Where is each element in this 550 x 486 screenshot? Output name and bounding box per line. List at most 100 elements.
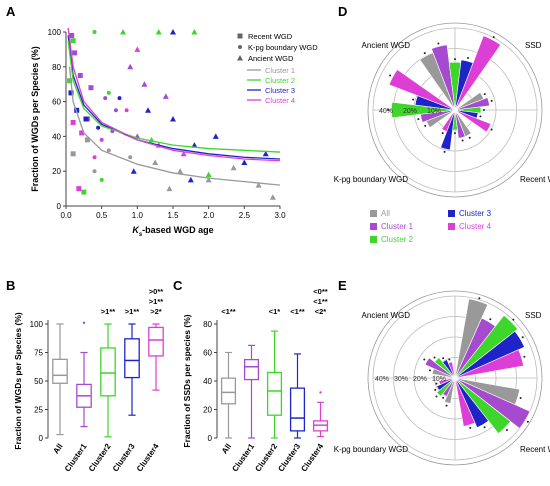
significance-label: <0**: [313, 287, 327, 296]
legend-marker-label: K-pg boundary WGD: [248, 43, 318, 52]
polar-wedge: [442, 359, 456, 379]
error-dot: [417, 118, 420, 121]
polar-wedge: [436, 377, 456, 397]
outer-ring: [367, 22, 543, 198]
legend-marker-label: Recent WGD: [248, 32, 293, 41]
y-tick-label: 20: [203, 406, 212, 415]
legend-label: Cluster 1: [381, 222, 414, 231]
error-dot: [469, 426, 472, 429]
scatter-point: [166, 185, 173, 192]
category-label: Cluster4: [135, 442, 161, 474]
category-label: Cluster4: [299, 442, 325, 474]
ring-label: 20%: [413, 376, 427, 383]
polar-wedge: [454, 377, 512, 435]
legend-label: All: [381, 209, 390, 218]
scatter-point: [212, 133, 219, 139]
scatter-point: [141, 81, 148, 87]
x-tick-label: 1.5: [167, 211, 179, 220]
legend-d-e: All Cluster 3 Cluster 1 Cluster 4 Cluster 2: [370, 209, 492, 244]
scatter-point: [106, 148, 111, 153]
polar-wedge: [454, 377, 489, 429]
box: [220, 377, 237, 405]
scatter-point: [262, 150, 269, 157]
error-dot: [424, 124, 427, 127]
legend-line-label: Cluster 3: [265, 86, 295, 95]
sector-label: Recent WGD: [520, 175, 550, 184]
polar-wedge: [431, 44, 456, 111]
legend-marker: [237, 55, 243, 61]
polar-wedge: [454, 349, 524, 379]
scatter-point: [92, 169, 97, 174]
y-tick-label: 100: [48, 28, 62, 37]
scatter-point: [187, 176, 194, 183]
scatter-point: [205, 176, 212, 183]
scatter-point: [120, 29, 127, 35]
scatter-point: [127, 63, 134, 70]
error-dot: [423, 52, 426, 55]
legend-marker: [238, 45, 242, 49]
scatter-point: [69, 32, 75, 38]
scatter-point: [68, 90, 74, 96]
error-dot: [437, 42, 440, 45]
error-dot: [435, 382, 438, 385]
error-dot: [387, 109, 390, 111]
polar-wedge: [454, 330, 525, 379]
legend-line-label: Cluster 4: [265, 96, 295, 105]
error-dot: [490, 128, 493, 131]
scatter-point: [81, 189, 87, 195]
scatter-point: [99, 137, 104, 142]
error-dot: [389, 74, 392, 77]
error-dot: [442, 396, 445, 399]
significance-label: <1**: [221, 307, 235, 316]
polar-wedge: [438, 377, 456, 386]
error-dot: [468, 136, 471, 139]
significance-label: >1**: [149, 297, 163, 306]
category-label: All: [220, 442, 233, 456]
scatter-point: [70, 119, 76, 125]
scatter-point: [230, 164, 237, 171]
error-dot: [434, 388, 437, 391]
scatter-point: [128, 155, 133, 160]
scatter-point: [191, 29, 198, 35]
scatter-point: [88, 85, 94, 91]
scatter-point: [130, 168, 137, 174]
polar-wedge: [454, 377, 476, 427]
error-dot: [435, 395, 438, 398]
legend-swatch: [448, 210, 455, 217]
ring-label: 20%: [403, 108, 417, 115]
polar-wedge: [454, 314, 519, 379]
polar-wedge: [454, 298, 489, 379]
ring-label: 30%: [394, 376, 408, 383]
box: [243, 358, 260, 381]
polar-wedge: [447, 361, 456, 379]
scatter-point: [96, 125, 101, 130]
x-tick-label: 3.0: [274, 211, 286, 220]
significance-label: <1**: [313, 297, 327, 306]
y-tick-label: 100: [30, 320, 44, 329]
scatter-point: [70, 38, 76, 44]
y-tick-label: 75: [34, 349, 43, 358]
box: [266, 371, 283, 416]
legend-label: Cluster 2: [381, 235, 414, 244]
fit-curve: [67, 27, 281, 162]
outer-ring: [367, 290, 543, 466]
error-dot: [454, 132, 456, 135]
y-tick-label: 60: [203, 349, 212, 358]
y-axis-label: Fraction of WGDs per Species (%): [30, 46, 40, 192]
legend-label: Cluster 4: [459, 222, 492, 231]
error-dot: [523, 355, 526, 358]
y-axis-label: Fraction of WGDs per Species (%): [13, 312, 23, 450]
y-tick-label: 50: [34, 377, 43, 386]
x-tick-label: 0.0: [60, 211, 72, 220]
sector-label: K-pg boundary WGD: [334, 445, 408, 454]
ring-label: 40%: [379, 108, 393, 115]
error-dot: [423, 358, 426, 361]
error-dot: [445, 404, 448, 407]
polar-wedge: [388, 69, 456, 111]
scatter-point: [113, 108, 118, 113]
error-dot: [461, 139, 464, 142]
error-dot: [519, 397, 522, 400]
legend-swatch: [448, 223, 455, 230]
scatter-point: [134, 46, 141, 52]
